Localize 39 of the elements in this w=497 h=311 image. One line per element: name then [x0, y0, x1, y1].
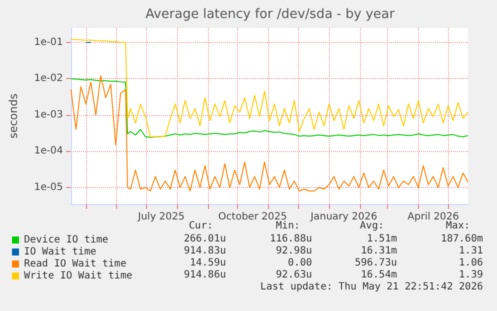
- text: 1.51m: [366, 234, 397, 244]
- text: Max:: [446, 220, 470, 232]
- text: Cur:: [188, 220, 213, 232]
- x-tick-label: October 2025: [218, 212, 287, 222]
- text: 16.31m: [360, 246, 397, 256]
- y-tick-label: 1e-03: [34, 109, 63, 120]
- y-tick-label: 1e-02: [34, 73, 63, 84]
- text: 1.06: [458, 258, 483, 268]
- text: 187.60m: [440, 234, 483, 244]
- line-series: [70, 78, 468, 138]
- text: 266.01u: [184, 234, 226, 244]
- y-tick-label: 1e-01: [34, 36, 63, 48]
- legend-label: Read IO Wait time: [24, 258, 126, 270]
- y-axis-title: seconds: [7, 93, 20, 138]
- text: 1.39: [458, 270, 483, 280]
- y-tick-label: 1e-04: [34, 146, 63, 157]
- text: Avg:: [360, 220, 384, 232]
- legend-label: IO Wait time: [24, 246, 96, 258]
- x-tick-label: July 2025: [137, 212, 185, 222]
- text: 914.83u: [184, 246, 226, 256]
- legend-label: Device IO time: [24, 234, 108, 246]
- chart-title: Average latency for /dev/sda - by year: [145, 7, 396, 22]
- line-series: [70, 75, 468, 192]
- text: 92.63u: [276, 270, 312, 280]
- x-tick-label: January 2026: [310, 212, 378, 222]
- y-tick-label: 1e-05: [34, 182, 63, 193]
- text: 596.73u: [354, 258, 397, 268]
- text: 92.98u: [276, 246, 312, 256]
- text: Min:: [276, 220, 300, 232]
- text: 1.31: [458, 246, 483, 256]
- legend-label: Write IO Wait time: [24, 270, 132, 282]
- text: 914.86u: [184, 270, 226, 280]
- text: 0.00: [288, 258, 312, 268]
- line-series: [70, 39, 468, 138]
- text: Last update: Thu May 21 22:51:42 2026: [260, 282, 483, 292]
- text: 16.54m: [360, 270, 397, 280]
- x-tick-label: April 2026: [408, 212, 460, 222]
- text: 116.88u: [270, 234, 312, 244]
- text: 14.59u: [190, 258, 226, 268]
